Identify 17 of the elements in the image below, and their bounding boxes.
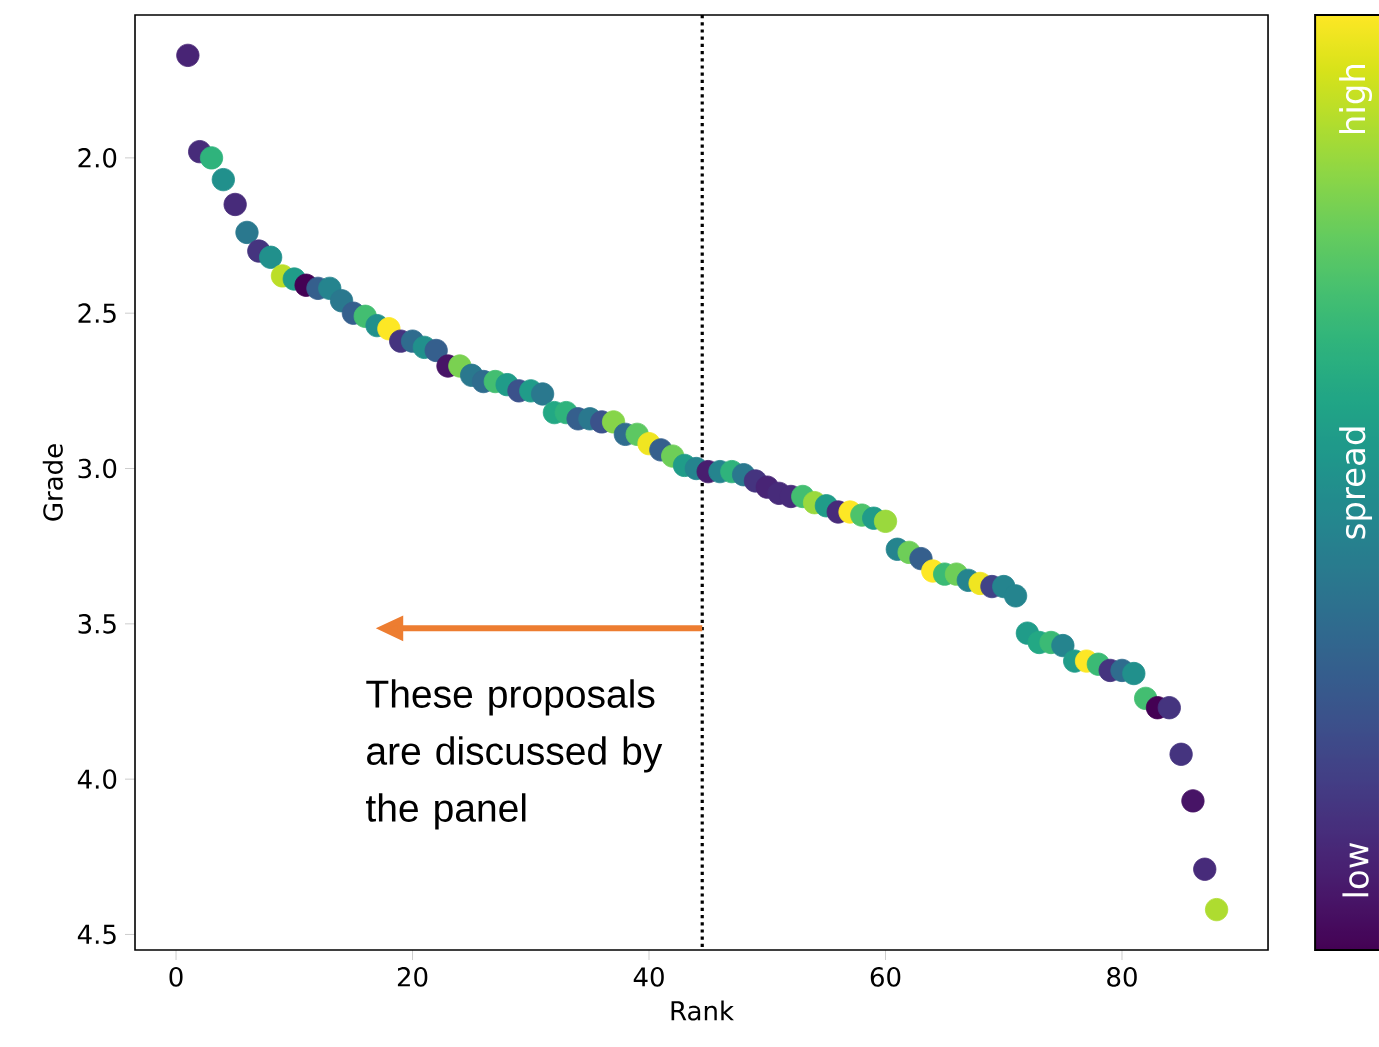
y-tick-label: 2.0 <box>78 148 117 168</box>
y-tick-label: 2.5 <box>78 303 116 324</box>
y-tick-label: 4.0 <box>77 769 117 789</box>
y-tick-label: 3.5 <box>78 614 116 634</box>
x-tick-label: 40 <box>633 967 664 987</box>
annotation: These proposals are discussed by the panel <box>366 679 663 830</box>
x-tick-label: 20 <box>397 967 428 987</box>
x-tick-label: 60 <box>870 967 901 987</box>
y-tick-label: 4.5 <box>77 924 116 945</box>
y-tick-label: 3.0 <box>78 458 117 479</box>
color-bar-label: high <box>1339 64 1373 134</box>
color-bar-label: low <box>1342 842 1369 897</box>
y-axis-title: Grade <box>42 444 63 521</box>
color-bar-label: spread <box>1339 427 1373 539</box>
x-axis-title: Rank <box>671 1000 734 1021</box>
x-tick-label: 80 <box>1107 967 1137 987</box>
x-tick-label: 0 <box>169 967 183 987</box>
